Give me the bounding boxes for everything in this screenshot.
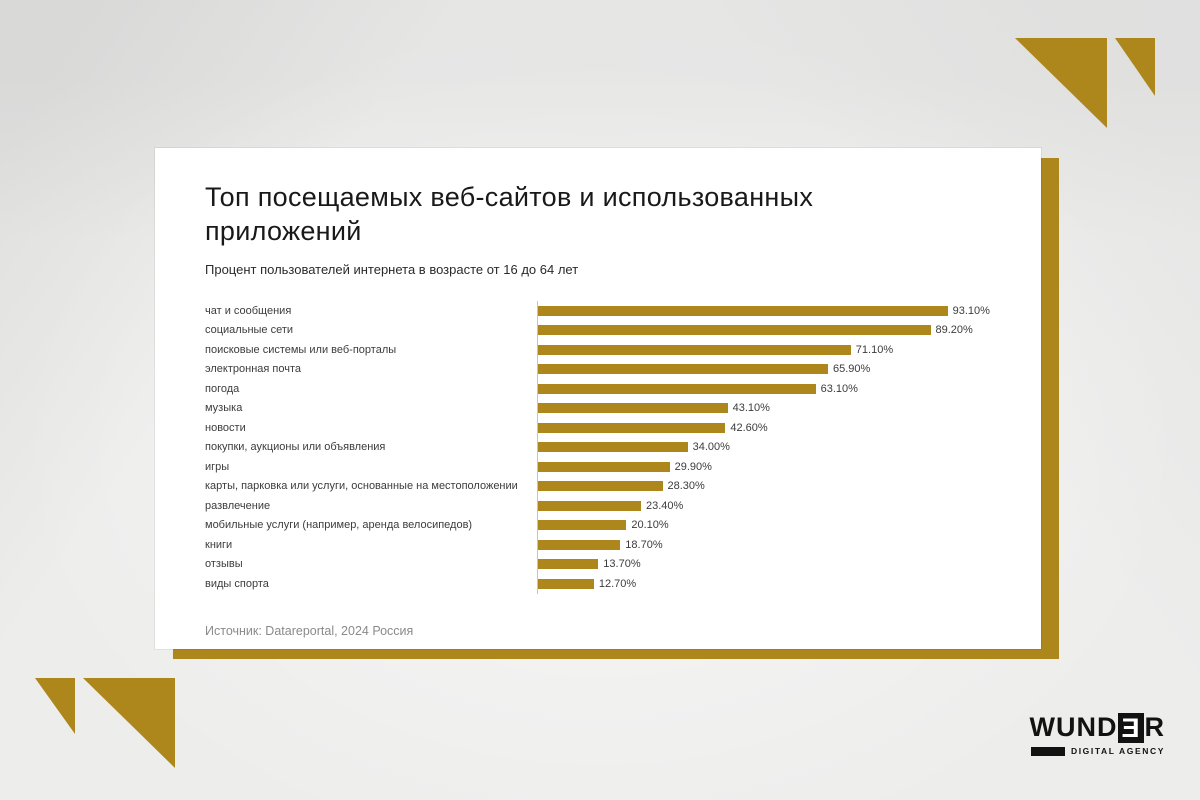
bar-zone: 43.10%	[537, 398, 991, 418]
chart-row: электронная почта 65.90%	[205, 359, 991, 379]
bar-zone: 63.10%	[537, 379, 991, 399]
bar	[538, 305, 948, 316]
wunder-logo-wordmark: WUND Ǝ R	[1030, 712, 1166, 743]
bar	[538, 520, 627, 531]
bar-zone: 12.70%	[537, 574, 991, 594]
bar	[538, 364, 828, 375]
chart-row: социальные сети 89.20%	[205, 320, 991, 340]
bar	[538, 500, 641, 511]
category-label: новости	[205, 421, 246, 434]
bar	[538, 344, 851, 355]
chart-row: развлечение 23.40%	[205, 496, 991, 516]
category-label: поисковые системы или веб-порталы	[205, 343, 397, 356]
bar-zone: 93.10%	[537, 301, 991, 321]
value-label: 89.20%	[935, 324, 973, 337]
category-label: чат и сообщения	[205, 304, 292, 317]
category-label: электронная почта	[205, 363, 301, 376]
bar-chart: чат и сообщения 93.10% социальные сети 89.2…	[205, 301, 991, 594]
bar-zone: 29.90%	[537, 457, 991, 477]
bar-zone: 65.90%	[537, 359, 991, 379]
category-label: книги	[205, 538, 233, 551]
category-label: карты, парковка или услуги, основанные н…	[205, 480, 518, 493]
chart-row: отзывы 13.70%	[205, 554, 991, 574]
category-label: игры	[205, 460, 230, 473]
value-label: 20.10%	[631, 519, 669, 532]
bar-zone: 71.10%	[537, 340, 991, 360]
category-label: виды спорта	[205, 577, 269, 590]
chart-title: Топ посещаемых веб-сайтов и использованн…	[205, 182, 814, 246]
chart-row: чат и сообщения 93.10%	[205, 301, 991, 321]
source-note: Источник: Datareportal, 2024 Россия	[205, 623, 414, 638]
chart-row: карты, парковка или услуги, основанные н…	[205, 476, 991, 496]
chart-row: музыка 43.10%	[205, 398, 991, 418]
value-label: 13.70%	[603, 558, 641, 571]
bar	[538, 422, 726, 433]
bar-zone: 13.70%	[537, 554, 991, 574]
chart-row: новости 42.60%	[205, 418, 991, 438]
value-label: 43.10%	[732, 402, 770, 415]
logo-boxed-letter: Ǝ	[1118, 712, 1144, 743]
bar	[538, 442, 688, 453]
wunder-logo: WUND Ǝ R DIGITAL AGENCY	[1030, 712, 1166, 756]
value-label: 93.10%	[952, 304, 990, 317]
chart-row: игры 29.90%	[205, 457, 991, 477]
slide-card: Топ посещаемых веб-сайтов и использованн…	[155, 148, 1041, 649]
bar	[538, 403, 728, 414]
logo-text-right: R	[1144, 712, 1165, 742]
bar-zone: 42.60%	[537, 418, 991, 438]
chart-row: книги 18.70%	[205, 535, 991, 555]
logo-text-left: WUND	[1029, 712, 1118, 742]
chart-row: виды спорта 12.70%	[205, 574, 991, 594]
category-label: музыка	[205, 402, 243, 415]
category-label: погода	[205, 382, 240, 395]
chart-row: мобильные услуги (например, аренда велос…	[205, 515, 991, 535]
bar-zone: 34.00%	[537, 437, 991, 457]
value-label: 71.10%	[855, 343, 894, 356]
category-label: покупки, аукционы или объявления	[205, 441, 386, 454]
logo-tagline-bar	[1030, 746, 1065, 756]
bar-zone: 20.10%	[537, 515, 991, 535]
corner-decoration-top-right	[1015, 38, 1155, 128]
bar	[538, 461, 670, 472]
value-label: 29.90%	[674, 460, 712, 473]
bar	[538, 383, 816, 394]
category-label: развлечение	[205, 499, 271, 512]
bar	[538, 539, 621, 550]
category-label: отзывы	[205, 558, 243, 571]
chart-row: погода 63.10%	[205, 379, 991, 399]
value-label: 28.30%	[667, 480, 705, 493]
value-label: 12.70%	[598, 577, 637, 590]
bar	[538, 559, 599, 570]
value-label: 42.60%	[730, 421, 768, 434]
corner-decoration-bottom-left	[35, 678, 175, 768]
chart-row: покупки, аукционы или объявления 34.00%	[205, 437, 991, 457]
category-label: мобильные услуги (например, аренда велос…	[205, 519, 473, 532]
wunder-logo-tagline-row: DIGITAL AGENCY	[1030, 746, 1166, 756]
value-label: 23.40%	[646, 499, 684, 512]
value-label: 34.00%	[692, 441, 730, 454]
value-label: 63.10%	[820, 382, 858, 395]
value-label: 65.90%	[833, 363, 871, 376]
chart-row: поисковые системы или веб-порталы 71.10%	[205, 340, 991, 360]
logo-tagline: DIGITAL AGENCY	[1070, 746, 1165, 756]
bar-zone: 23.40%	[537, 496, 991, 516]
bar-zone: 28.30%	[537, 476, 991, 496]
bar	[538, 325, 931, 336]
bar-zone: 18.70%	[537, 535, 991, 555]
bar	[538, 481, 663, 492]
chart-subtitle: Процент пользователей интернета в возрас…	[205, 262, 579, 277]
bar	[538, 578, 594, 589]
bar-zone: 89.20%	[537, 320, 991, 340]
value-label: 18.70%	[625, 538, 663, 551]
category-label: социальные сети	[205, 324, 294, 337]
